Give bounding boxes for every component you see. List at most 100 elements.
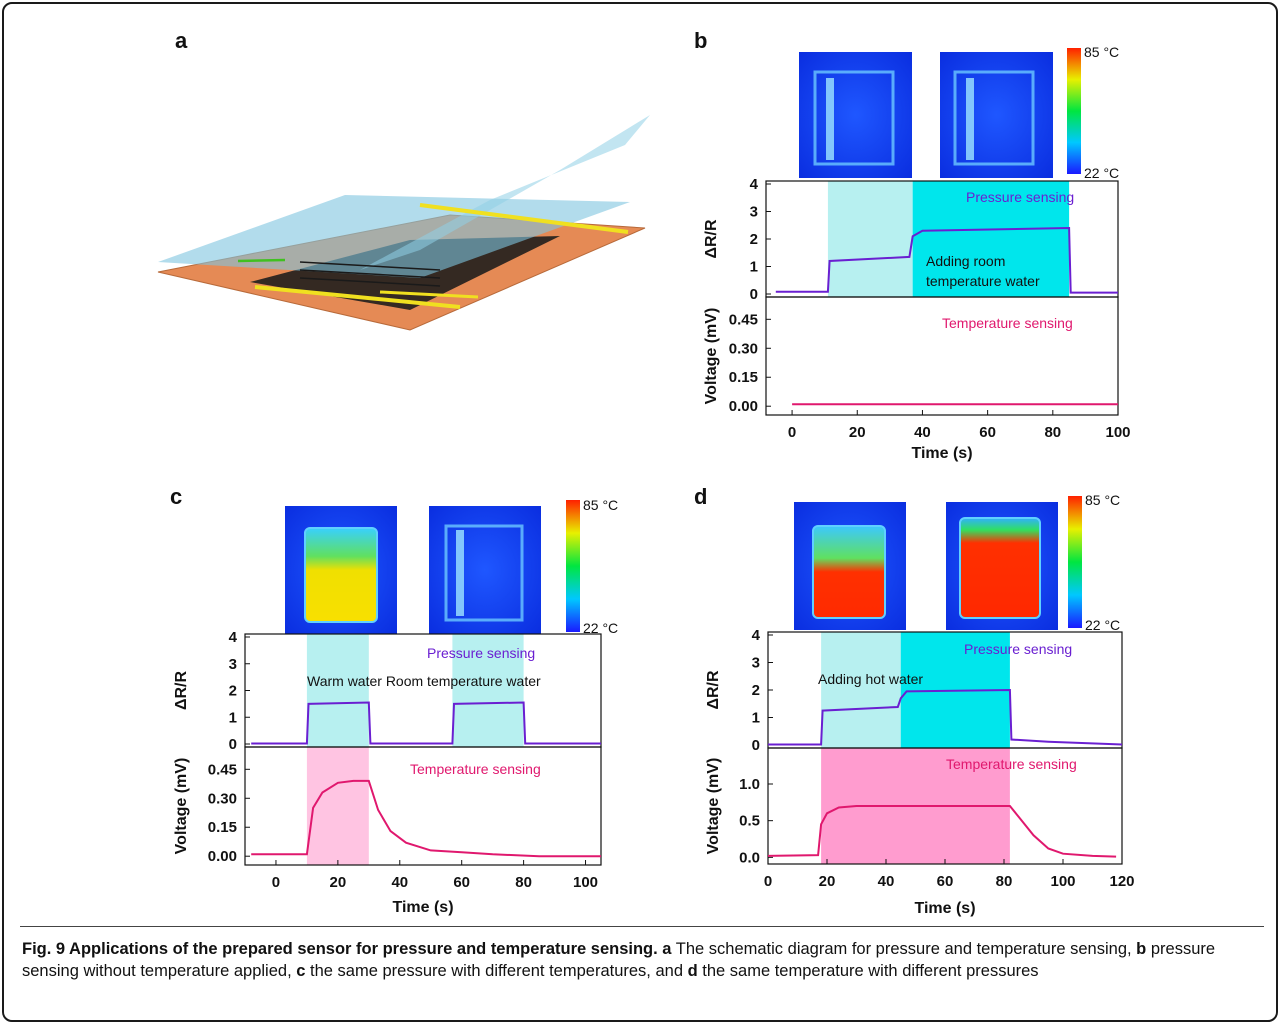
b-bottom-ytick-label-2: 0.30 (729, 340, 758, 357)
d-top-ytick-label-0: 0 (752, 737, 760, 754)
c-shaded-region-1 (452, 634, 524, 747)
colorbar-d-max: 85 °C (1085, 492, 1120, 508)
c-xtick-label-4: 80 (515, 874, 532, 891)
colorbar-c-min: 22 °C (583, 620, 618, 636)
c-x-axis-label: Time (s) (392, 899, 453, 916)
b-bottom-y-axis-label: Voltage (mV) (703, 308, 720, 405)
b-top-ytick-label-2: 2 (750, 231, 758, 248)
figure-graphics: 85 °C 22 °C 85 °C 22 °C 85 °C 22 °C 0 1 2 3… (157, 44, 1135, 917)
c-xtick-label-5: 100 (573, 874, 598, 891)
d-top-ytick-label-2: 2 (752, 682, 760, 699)
c-temperature-legend: Temperature sensing (410, 761, 541, 777)
b-top-ytick-label-3: 3 (750, 204, 758, 221)
c-bottom-ytick-label-0: 0.00 (208, 848, 237, 865)
c-top-ytick-label-2: 2 (229, 683, 237, 700)
c-top-plot-frame (244, 633, 602, 748)
c-xtick-label-2: 40 (391, 874, 408, 891)
d-temperature-series-line (767, 805, 1117, 858)
d-bottom-ytick-label-0: 0.0 (739, 849, 760, 866)
d-xtick-label-0: 0 (764, 873, 772, 890)
d-top-ytick-label-4: 4 (752, 627, 761, 644)
b-bottom-ytick-label-0: 0.00 (729, 398, 758, 415)
c-top-ytick-label-3: 3 (229, 656, 237, 673)
d-top-y-axis-label: ΔR/R (705, 670, 722, 710)
d-pressure-series-line (768, 688, 1123, 746)
caption-title: Fig. 9 Applications of the prepared sens… (22, 940, 658, 958)
c-bottom-ytick-label-2: 0.30 (208, 790, 237, 807)
c-shaded-region-2 (306, 747, 369, 865)
colorbar-b-max: 85 °C (1084, 44, 1119, 60)
b-top-ytick-label-4: 4 (750, 176, 759, 193)
colorbar-c-max: 85 °C (583, 497, 618, 513)
panel-label-d: d (694, 484, 708, 509)
figure-caption: Fig. 9 Applications of the prepared sens… (22, 938, 1262, 982)
sensor-schematic (157, 115, 650, 331)
b-pressure-legend: Pressure sensing (966, 189, 1074, 205)
c-xtick-label-0: 0 (272, 874, 280, 891)
caption-b-text: pressure sensing without temperature app… (22, 940, 1216, 980)
d-bottom-y-axis-label: Voltage (mV) (705, 758, 722, 855)
thermal-image-c2 (429, 506, 541, 634)
b-xtick-label-5: 100 (1105, 424, 1130, 441)
d-x-axis-label: Time (s) (914, 900, 975, 917)
b-shaded-region-1 (912, 181, 1070, 297)
d-xtick-label-1: 20 (819, 873, 836, 890)
c-top-ytick-label-4: 4 (229, 629, 238, 646)
c-xtick-label-1: 20 (330, 874, 347, 891)
colorbar-d-min: 22 °C (1085, 617, 1120, 633)
c-xtick-label-3: 60 (453, 874, 470, 891)
c-pressure-series-line (251, 701, 601, 745)
d-annotation: Adding hot water (818, 671, 923, 687)
thermal-image-b1 (799, 52, 912, 178)
c-bottom-ytick-label-1: 0.15 (208, 819, 237, 836)
b-xtick-label-1: 20 (849, 424, 866, 441)
b-top-y-axis-label: ΔR/R (703, 219, 720, 259)
thermal-image-b2 (940, 52, 1053, 178)
c-bottom-plot-frame (244, 746, 602, 866)
b-bottom-plot-frame (765, 296, 1119, 416)
c-annotation: Warm water Room temperature water (307, 673, 541, 689)
b-temperature-legend: Temperature sensing (942, 315, 1073, 331)
b-shaded-region-0 (827, 181, 913, 297)
thermal-image-d1 (794, 502, 906, 630)
c-temperature-series-line (251, 779, 601, 858)
b-annotation-line1: Adding room (926, 253, 1005, 269)
colorbar-b: 85 °C 22 °C (1067, 44, 1119, 181)
d-top-ytick-label-1: 1 (752, 710, 760, 727)
d-xtick-label-6: 120 (1109, 873, 1134, 890)
colorbar-d: 85 °C 22 °C (1068, 492, 1120, 633)
d-bottom-ytick-label-1: 0.5 (739, 813, 760, 830)
c-bottom-ytick-label-3: 0.45 (208, 761, 237, 778)
d-xtick-label-5: 100 (1050, 873, 1075, 890)
panel-label-c: c (170, 484, 183, 509)
c-bottom-y-axis-label: Voltage (mV) (173, 758, 190, 855)
caption-a-text: The schematic diagram for pressure and t… (671, 940, 1137, 958)
b-top-ytick-label-0: 0 (750, 286, 758, 303)
b-xtick-label-4: 80 (1044, 424, 1061, 441)
panel-label-a: a (175, 28, 188, 53)
panel-label-b: b (694, 28, 708, 53)
c-top-ytick-label-0: 0 (229, 736, 237, 753)
d-xtick-label-2: 40 (878, 873, 895, 890)
caption-d-letter: d (687, 962, 698, 980)
caption-d-text: the same temperature with different pres… (697, 962, 1039, 980)
c-shaded-region-0 (306, 634, 369, 747)
b-xtick-label-2: 40 (914, 424, 931, 441)
c-top-ytick-label-1: 1 (229, 709, 237, 726)
caption-b-letter: b (1136, 940, 1147, 958)
caption-divider (20, 926, 1264, 927)
c-pressure-legend: Pressure sensing (427, 645, 535, 661)
d-xtick-label-4: 80 (996, 873, 1013, 890)
d-top-ytick-label-3: 3 (752, 655, 760, 672)
d-bottom-ytick-label-2: 1.0 (739, 776, 760, 793)
b-annotation-line2: temperature water (926, 273, 1040, 289)
d-pressure-legend: Pressure sensing (964, 641, 1072, 657)
b-top-ytick-label-1: 1 (750, 259, 758, 276)
caption-c-text: the same pressure with different tempera… (305, 962, 688, 980)
thermal-image-d2 (946, 502, 1058, 630)
thermal-image-c1 (285, 506, 397, 634)
colorbar-c: 85 °C 22 °C (566, 497, 618, 636)
d-temperature-legend: Temperature sensing (946, 756, 1077, 772)
d-xtick-label-3: 60 (937, 873, 954, 890)
